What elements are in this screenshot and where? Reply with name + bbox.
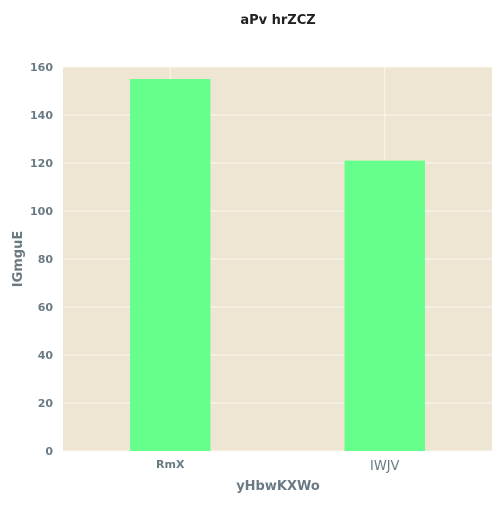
- y-tick-label: 20: [38, 397, 54, 410]
- y-tick-label: 160: [30, 61, 53, 74]
- bars: [130, 79, 425, 451]
- y-axis-ticks: 0 20 40 60 80 100 120 140 160: [30, 61, 53, 458]
- y-axis-label: IGmguE: [11, 231, 26, 288]
- bar-iwjv: [344, 160, 425, 451]
- y-tick-label: 0: [45, 445, 53, 458]
- chart-title: aPv hrZCZ: [240, 13, 315, 28]
- y-tick-label: 140: [30, 109, 53, 122]
- y-tick-label: 60: [38, 301, 54, 314]
- y-tick-label: 120: [30, 157, 53, 170]
- x-axis-ticks: RmX IWJV: [156, 458, 400, 474]
- y-tick-label: 80: [38, 253, 54, 266]
- bar-rmx: [130, 79, 211, 451]
- x-axis-label: yHbwKXWo: [236, 479, 320, 494]
- y-tick-label: 100: [30, 205, 53, 218]
- y-tick-label: 40: [38, 349, 54, 362]
- x-tick-label: IWJV: [370, 459, 400, 474]
- x-tick-label: RmX: [156, 458, 185, 471]
